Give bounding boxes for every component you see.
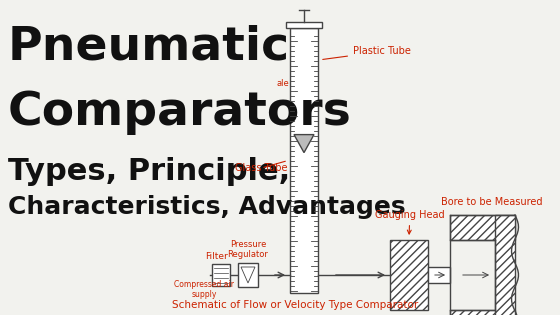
Text: Gauging Head: Gauging Head (375, 210, 445, 234)
Text: ale: ale (276, 79, 289, 88)
Bar (495, 215, 515, 315)
Bar (238, 263, 258, 287)
Text: Pneumatic: Pneumatic (8, 25, 290, 70)
Polygon shape (294, 135, 314, 152)
Text: Comparators: Comparators (8, 90, 352, 135)
Bar (212, 264, 230, 286)
Text: Schematic of Flow or Velocity Type Comparator: Schematic of Flow or Velocity Type Compa… (172, 300, 418, 310)
Text: Filter: Filter (204, 252, 227, 261)
Text: Plastic Tube: Plastic Tube (323, 47, 411, 60)
Text: Characteristics, Advantages: Characteristics, Advantages (8, 195, 405, 219)
Bar (450, 215, 515, 240)
Bar (450, 310, 515, 315)
Bar (428, 267, 450, 283)
Text: Compressed air
supply: Compressed air supply (174, 280, 234, 299)
Polygon shape (241, 267, 255, 283)
Text: Types, Principle,: Types, Principle, (8, 157, 290, 186)
Bar (290, 28, 318, 293)
Text: Bore to be Measured: Bore to be Measured (441, 197, 543, 207)
Text: Glass Tube: Glass Tube (235, 161, 287, 173)
Text: Pressure
Regulator: Pressure Regulator (227, 240, 268, 259)
Bar (286, 22, 322, 28)
Bar (390, 240, 428, 310)
